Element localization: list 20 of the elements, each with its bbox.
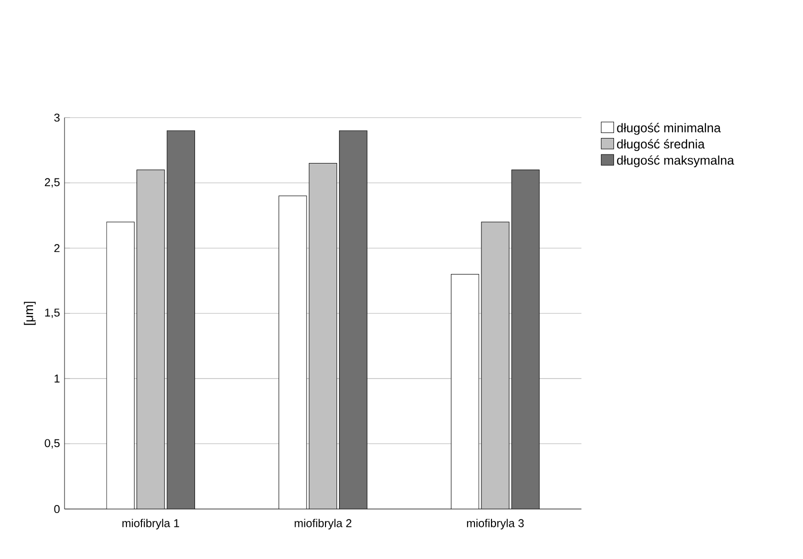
y-tick-label: 0 <box>54 504 60 513</box>
legend-label: długość średnia <box>617 139 705 151</box>
x-tick-label: miofibryla 3 <box>467 518 524 530</box>
x-tick-label: miofibryla 1 <box>122 518 180 530</box>
bar <box>511 169 540 509</box>
bar <box>481 222 510 509</box>
legend-label: długość maksymalna <box>617 155 734 168</box>
legend-label: długość minimalna <box>617 122 721 135</box>
y-tick-label: 1 <box>54 374 60 382</box>
x-tick-label: miofibryla 2 <box>294 518 352 530</box>
y-tick-label: 1,5 <box>45 308 60 318</box>
bar <box>167 130 195 509</box>
y-axis-title: [μm] <box>24 302 36 325</box>
bar <box>136 170 165 509</box>
bar <box>339 130 368 509</box>
bar <box>309 163 337 509</box>
y-tick-label: 0,5 <box>44 439 60 448</box>
y-tick-label: 3 <box>54 114 60 122</box>
y-tick-label: 2 <box>54 244 60 252</box>
y-tick-label: 2,5 <box>44 178 60 188</box>
